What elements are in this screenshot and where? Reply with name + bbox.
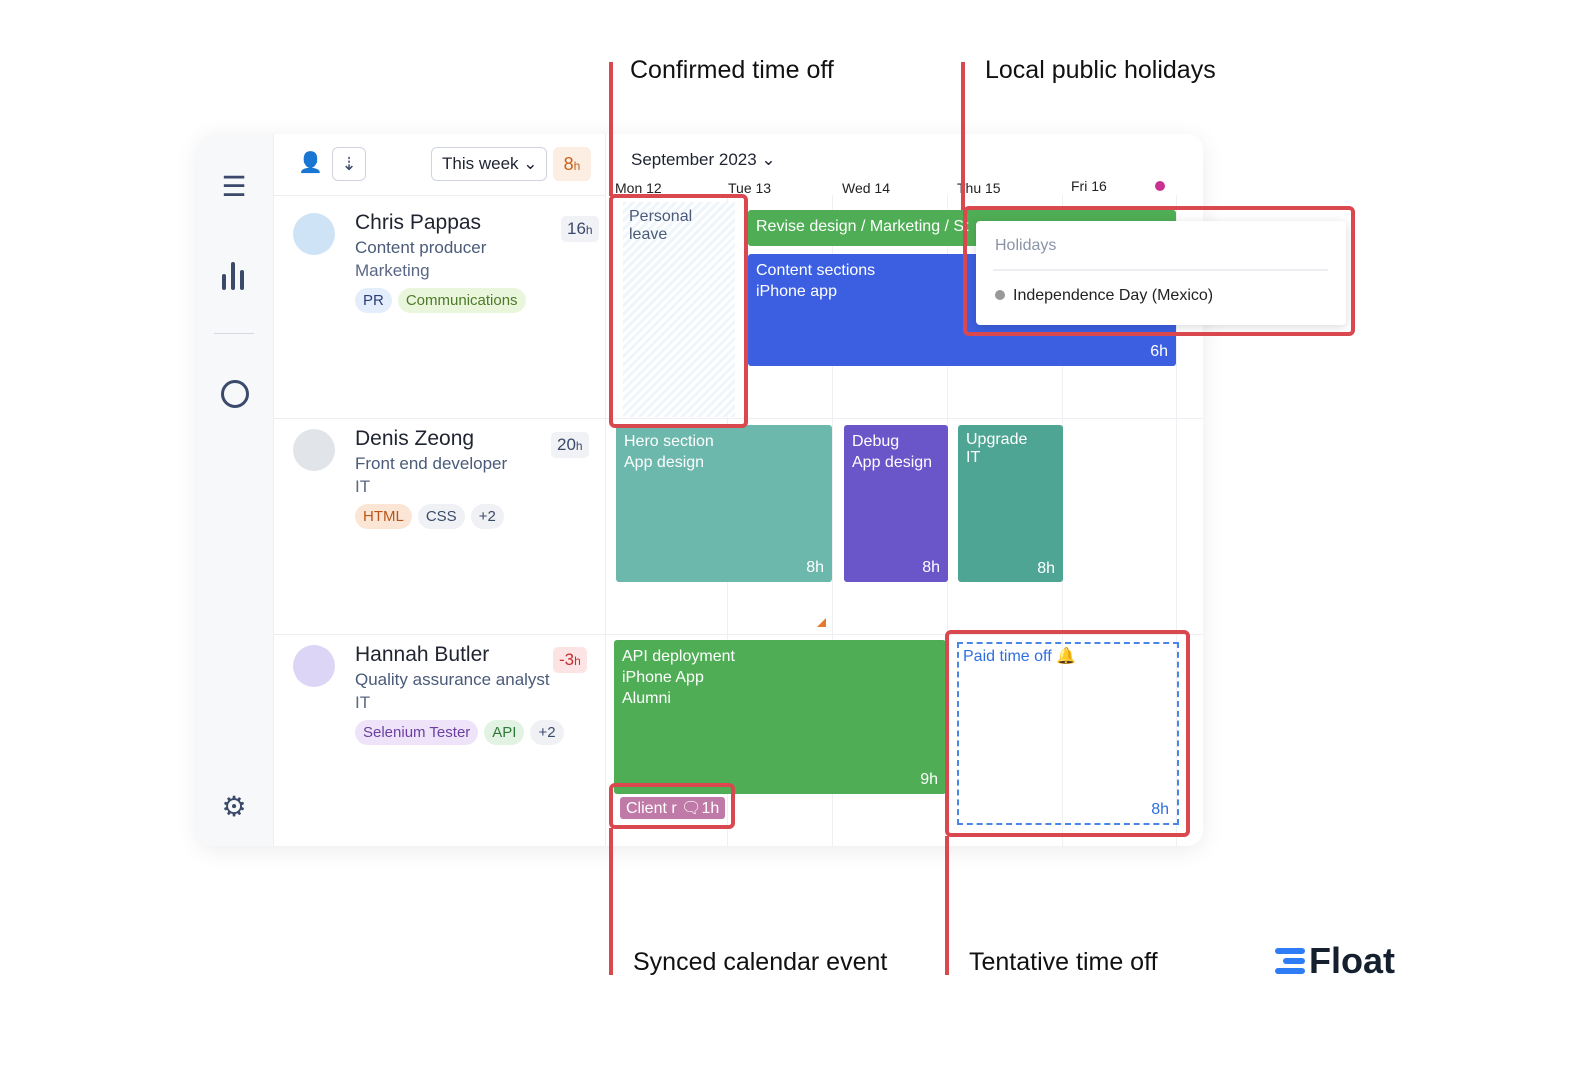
- api-deployment-task[interactable]: API deployment iPhone App Alumni 9h: [614, 640, 946, 794]
- day-header: Thu 15: [957, 180, 1001, 196]
- day-header: Fri 16: [1071, 178, 1107, 194]
- date-range-dropdown[interactable]: This week ⌄: [431, 147, 547, 181]
- tag-list: Selenium Tester API +2: [355, 720, 570, 745]
- row-divider: [274, 634, 1203, 635]
- grid-line: [832, 195, 833, 846]
- column-divider: [605, 134, 606, 846]
- day-header: Wed 14: [842, 180, 890, 196]
- overtime-marker: [817, 618, 826, 627]
- avatar: [293, 213, 335, 255]
- list-icon[interactable]: ☰: [221, 171, 247, 202]
- person-name[interactable]: Denis Zeong: [355, 427, 475, 450]
- annotation-tentative-time-off: Tentative time off: [969, 948, 1158, 976]
- tag-more[interactable]: +2: [530, 720, 564, 745]
- add-person-icon[interactable]: 👤: [298, 152, 323, 174]
- holiday-item: Independence Day (Mexico): [995, 287, 1213, 305]
- annotation-synced-calendar: Synced calendar event: [633, 948, 888, 976]
- person-role: Content producer: [355, 238, 487, 257]
- annotation-confirmed-time-off: Confirmed time off: [630, 56, 834, 84]
- chart-icon[interactable]: [222, 262, 244, 290]
- hero-section-task[interactable]: Hero section App design 8h: [616, 425, 832, 582]
- grid-line: [1176, 195, 1177, 846]
- avatar: [293, 645, 335, 687]
- calendar-icon: 🗨: [681, 800, 702, 817]
- avatar: [293, 429, 335, 471]
- upgrade-task[interactable]: Upgrade IT 8h: [958, 425, 1063, 582]
- timer-icon[interactable]: [221, 380, 249, 408]
- annotation-box: [609, 783, 735, 829]
- annotation-line: [945, 836, 949, 975]
- popup-title: Holidays: [995, 237, 1057, 254]
- tag-more[interactable]: +2: [470, 504, 504, 529]
- person-role: Quality assurance analyst: [355, 670, 550, 689]
- synced-calendar-event[interactable]: Client r 🗨1h: [620, 797, 726, 819]
- person-dept: Marketing: [355, 261, 430, 280]
- annotation-line: [609, 828, 613, 975]
- month-dropdown[interactable]: September 2023 ⌄: [631, 150, 776, 169]
- tag: CSS: [417, 504, 465, 529]
- tag-list: PR Communications: [355, 288, 532, 313]
- tag: Communications: [397, 288, 526, 313]
- date-range-label: This week: [442, 154, 519, 173]
- annotation-box: [963, 206, 1355, 336]
- person-name[interactable]: Chris Pappas: [355, 211, 482, 234]
- tag: Selenium Tester: [355, 720, 479, 745]
- float-logo: Float: [1275, 940, 1395, 982]
- sort-button[interactable]: ⇣: [332, 147, 366, 181]
- personal-leave-block[interactable]: Personal leave: [623, 202, 735, 417]
- annotation-box: [609, 194, 748, 428]
- day-header: Tue 13: [728, 180, 772, 196]
- bell-icon: 🔔: [1056, 648, 1077, 665]
- holiday-popup: Holidays Independence Day (Mexico): [976, 221, 1346, 325]
- person-dept: IT: [355, 693, 371, 712]
- person-role: Front end developer: [355, 454, 508, 473]
- annotation-box: [945, 630, 1190, 837]
- tag-list: HTML CSS +2: [355, 504, 510, 529]
- hours-badge: 20h: [551, 432, 589, 458]
- hours-badge: -3h: [553, 647, 587, 673]
- holiday-dot[interactable]: [1155, 181, 1165, 191]
- annotation-line: [961, 62, 965, 210]
- sidebar-divider: [214, 333, 254, 334]
- day-header: Mon 12: [615, 180, 662, 196]
- gear-icon[interactable]: ⚙: [221, 791, 247, 822]
- divider: [274, 195, 605, 196]
- row-divider: [274, 418, 1203, 419]
- tag: HTML: [355, 504, 412, 529]
- person-name[interactable]: Hannah Butler: [355, 643, 490, 666]
- sidebar: [198, 134, 274, 846]
- debug-task[interactable]: Debug App design 8h: [844, 425, 948, 582]
- person-dept: IT: [355, 477, 371, 496]
- annotation-line: [609, 62, 613, 196]
- tag: API: [484, 720, 525, 745]
- paid-time-off-block[interactable]: Paid time off 🔔 8h: [957, 642, 1179, 825]
- tag: PR: [355, 288, 392, 313]
- total-hours-badge: 8h: [553, 147, 591, 181]
- hours-badge: 16h: [561, 216, 599, 242]
- annotation-local-holidays: Local public holidays: [985, 56, 1216, 84]
